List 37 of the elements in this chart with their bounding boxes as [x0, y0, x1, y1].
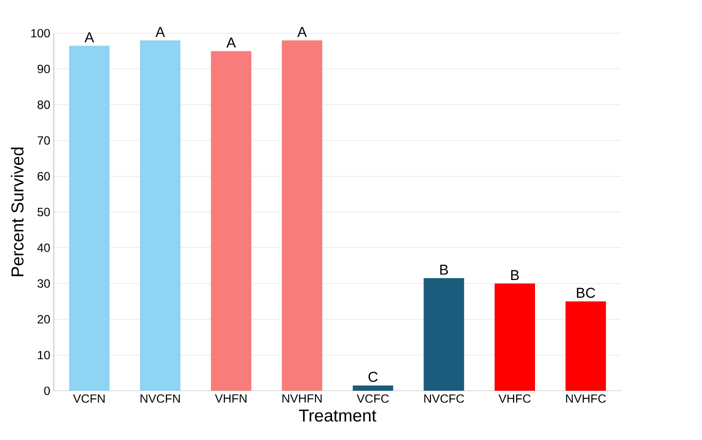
annotation: A — [297, 26, 307, 37]
bar — [210, 50, 252, 391]
bar — [424, 278, 464, 391]
annotation: A — [84, 32, 94, 42]
x-tick-label: NVCFC — [424, 394, 464, 403]
y-tick-label: 70 — [38, 136, 50, 144]
x-axis-title: Treatment — [299, 409, 376, 422]
x-tick-label: NVCFN — [140, 394, 180, 403]
x-tick-label: NVHFC — [566, 394, 606, 403]
annotation: C — [368, 372, 378, 382]
bar — [69, 46, 110, 391]
x-tick-label: VCFC — [356, 394, 389, 403]
y-tick-label: 20 — [38, 314, 50, 324]
annotation: B — [440, 264, 448, 274]
annotation: B — [511, 270, 519, 280]
y-tick-label: 10 — [38, 350, 50, 360]
x-tick-label: VHFN — [214, 394, 246, 402]
bar — [140, 40, 180, 391]
y-tick-label: 50 — [38, 208, 50, 216]
x-tick-label: VCFN — [73, 394, 105, 403]
y-tick-label: 30 — [37, 279, 50, 288]
y-tick-label: 60 — [38, 172, 50, 180]
annotation: BC — [576, 288, 596, 298]
y-axis-title: Percent Survived — [10, 147, 24, 276]
x-tick-label: VHFC — [498, 394, 531, 403]
bar — [352, 385, 394, 391]
y-tick-label: 0 — [44, 386, 50, 395]
annotation: A — [155, 26, 165, 37]
bar — [494, 283, 536, 391]
y-tick-label: 90 — [38, 64, 50, 73]
y-tick-label: 40 — [37, 243, 50, 252]
x-tick-label: NVHFN — [282, 394, 322, 402]
annotation: A — [226, 37, 236, 48]
y-tick-label: 100 — [31, 28, 50, 38]
y-tick-label: 80 — [38, 100, 50, 109]
bar — [566, 301, 606, 391]
bar — [282, 40, 322, 391]
